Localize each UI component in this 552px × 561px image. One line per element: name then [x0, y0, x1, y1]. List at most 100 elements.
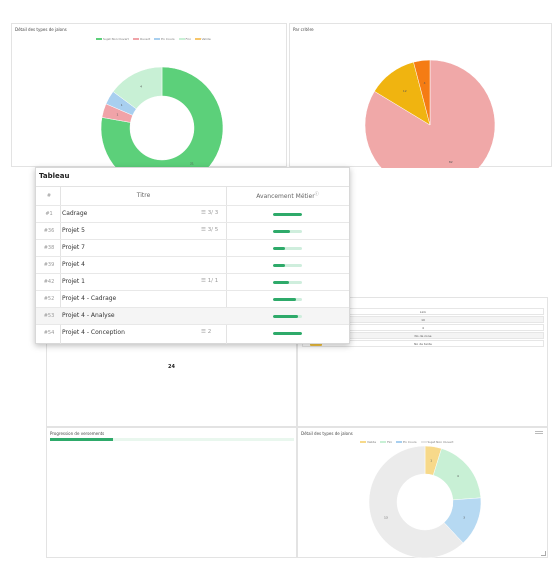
- progress-fill: [273, 298, 297, 301]
- slice-value-label: 1: [116, 113, 118, 117]
- legend-item[interactable]: En Cours: [154, 37, 175, 41]
- legend-swatch: [96, 38, 102, 40]
- slice-value-label: 4: [140, 84, 142, 88]
- info-icon: ⓘ: [314, 191, 319, 196]
- progress-bar: [273, 315, 302, 318]
- legend-item[interactable]: Fini: [380, 440, 392, 444]
- table-row[interactable]: #39 Projet 4: [36, 256, 349, 273]
- row-number: #39: [43, 262, 55, 268]
- legend-label: Fini: [387, 440, 393, 444]
- col-header-progress-label: Avancement Métier: [256, 193, 315, 200]
- slice-value-label: 4: [424, 81, 426, 85]
- table-row[interactable]: #54 Projet 4 - Conception ☰ 2: [36, 324, 349, 341]
- row-number: #42: [43, 279, 55, 285]
- row-title[interactable]: Projet 4: [62, 261, 85, 268]
- tableau-card: Tableau # Titre Avancement Métierⓘ #1 Cad…: [35, 167, 350, 344]
- criteria-pie-panel: Par critère 82 12 4: [289, 23, 552, 168]
- legend-label: Valide: [201, 37, 211, 41]
- subtask-count-label: 2: [207, 329, 212, 335]
- legend-label: Fini: [185, 37, 191, 41]
- slice-value-label: 3: [463, 515, 465, 519]
- row-title[interactable]: Projet 4 - Analyse: [62, 312, 115, 319]
- table-row[interactable]: #52 Projet 4 - Cadrage: [36, 290, 349, 307]
- progress-bar: [273, 213, 302, 216]
- legend-swatch: [360, 441, 366, 443]
- panel-title: Par critère: [293, 27, 314, 32]
- legend-swatch: [396, 441, 403, 443]
- legend-item[interactable]: Valide: [360, 440, 376, 444]
- legend-label: En Cours: [161, 37, 175, 41]
- subtask-count: ☰ 1/ 1: [201, 278, 218, 284]
- table-header: # Titre Avancement Métierⓘ: [36, 186, 349, 205]
- row-number: #52: [43, 296, 55, 302]
- badge: [310, 343, 322, 346]
- legend-swatch: [420, 441, 427, 443]
- progress-bar: [273, 332, 302, 335]
- panel-title: Progression de versements: [50, 431, 105, 436]
- legend-item[interactable]: Sujet Non Ouvert: [96, 37, 129, 41]
- subtask-count-label: 1/ 1: [207, 278, 219, 284]
- legend-item[interactable]: En Cours: [396, 440, 417, 444]
- progress-bar: [273, 247, 302, 250]
- table-row[interactable]: #38 Projet 7: [36, 239, 349, 256]
- status-donut-panel: Détail des types de jalons Sujet Non Ouv…: [11, 23, 287, 168]
- progress-fill: [273, 264, 285, 267]
- subtask-count-label: 3/ 5: [207, 227, 219, 233]
- slice-value-label: 12: [403, 89, 407, 93]
- progress-track: [50, 438, 294, 441]
- progress-fill: [273, 281, 289, 284]
- panel-menu-icon[interactable]: [535, 431, 543, 434]
- card-title: Tableau: [39, 172, 70, 180]
- panel-title: Détail des types de jalons: [15, 27, 67, 32]
- row-title[interactable]: Projet 4 - Cadrage: [62, 295, 117, 302]
- legend-swatch: [194, 38, 201, 40]
- row-number: #53: [43, 313, 55, 319]
- table-row[interactable]: #53 Projet 4 - Analyse: [36, 307, 349, 324]
- legend-swatch: [154, 38, 161, 40]
- table-row[interactable]: #36 Projet 5 ☰ 3/ 5: [36, 222, 349, 239]
- legend-swatch: [380, 441, 387, 443]
- legend-item[interactable]: Sujet Non Ouvert: [420, 440, 453, 444]
- row-title[interactable]: Projet 1: [62, 278, 85, 285]
- row-title[interactable]: Projet 7: [62, 244, 85, 251]
- col-header-title[interactable]: Titre: [136, 192, 151, 199]
- slice-value-label: 13: [384, 515, 388, 519]
- resize-handle-icon[interactable]: [541, 551, 546, 556]
- progress-bar: [273, 281, 302, 284]
- row-title[interactable]: Projet 5: [62, 227, 85, 234]
- slice-value-label: 82: [449, 160, 453, 164]
- pie-slice[interactable]: [413, 59, 431, 126]
- progress-fill: [273, 247, 285, 250]
- divider: [226, 186, 227, 344]
- progress-fill: [273, 230, 291, 233]
- chart-legend: Sujet Non Ouvert Ouvert En Cours Fini Valide: [96, 37, 211, 41]
- legend-item[interactable]: Ouvert: [132, 37, 150, 41]
- legend-label: Valide: [367, 440, 377, 444]
- row-number: #38: [43, 245, 55, 251]
- subtask-count: ☰ 3/ 3: [201, 210, 218, 216]
- slice-value-label: 1: [121, 103, 123, 107]
- progress-fill: [273, 213, 302, 216]
- row-title[interactable]: Projet 4 - Conception: [62, 329, 125, 336]
- row-number: #54: [43, 330, 55, 336]
- progress-bar: [273, 230, 302, 233]
- progress-fill: [50, 438, 114, 441]
- progress-fill: [273, 332, 302, 335]
- legend-item[interactable]: Fini: [178, 37, 191, 41]
- checklist-icon: ☰: [201, 210, 208, 216]
- divider: [60, 186, 61, 344]
- progress-bar: [273, 298, 302, 301]
- table-row[interactable]: #42 Projet 1 ☰ 1/ 1: [36, 273, 349, 290]
- row-title[interactable]: Cadrage: [62, 210, 88, 217]
- col-header-progress[interactable]: Avancement Métierⓘ: [226, 191, 349, 200]
- col-header-num: #: [46, 193, 52, 199]
- subtask-count: ☰ 3/ 5: [201, 227, 218, 233]
- pie-slice[interactable]: [112, 66, 163, 110]
- pie-slice[interactable]: [100, 66, 224, 168]
- kpi-value: 24: [168, 364, 175, 370]
- panel-title: Détail des types de jalons: [301, 431, 353, 436]
- table-row[interactable]: #1 Cadrage ☰ 3/ 3: [36, 205, 349, 222]
- pie-slice[interactable]: [368, 445, 464, 559]
- legend-item[interactable]: Valide: [194, 37, 211, 41]
- legend-label: Sujet Non Ouvert: [103, 37, 129, 41]
